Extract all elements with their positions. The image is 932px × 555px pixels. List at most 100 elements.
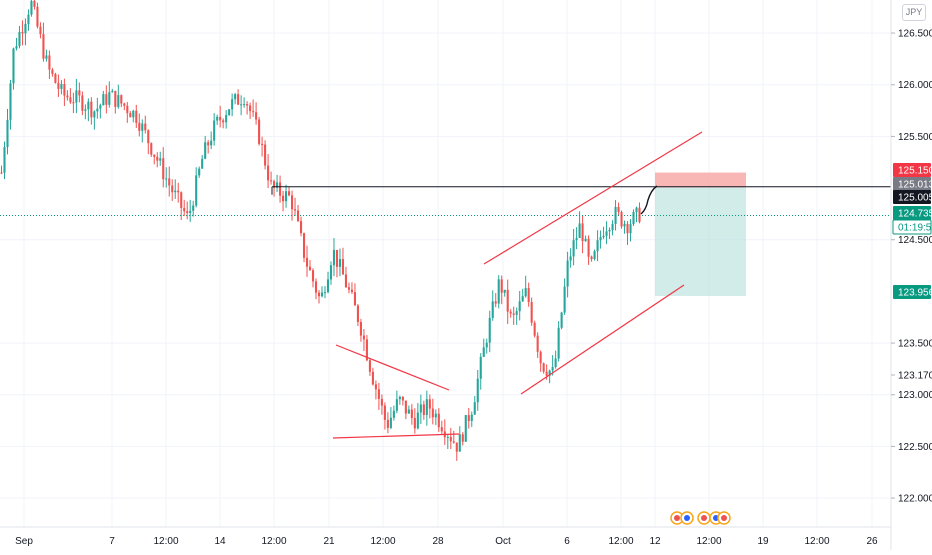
candle-up — [599, 237, 602, 241]
candle-down — [401, 396, 404, 401]
candle-up — [464, 415, 467, 442]
candle-up — [243, 104, 246, 106]
candle-up — [584, 238, 587, 242]
candle-up — [515, 311, 518, 315]
candle-up — [201, 158, 204, 169]
price-tick-label: 122.500 — [898, 442, 932, 453]
time-tick-label: 21 — [323, 536, 335, 547]
candle-down — [380, 398, 383, 406]
candle-up — [488, 317, 491, 343]
candle-down — [249, 105, 252, 112]
candle-down — [21, 32, 24, 34]
candle-down — [440, 427, 443, 432]
candle-down — [305, 257, 309, 267]
candle-up — [392, 410, 395, 418]
candle-down — [222, 120, 225, 123]
candle-down — [587, 238, 590, 257]
candle-down — [290, 195, 294, 210]
candle-down — [530, 302, 533, 323]
candle-down — [365, 339, 368, 361]
candle-down — [33, 0, 36, 7]
candle-up — [87, 101, 90, 110]
candle-down — [536, 335, 539, 352]
time-tick-label: 19 — [757, 536, 769, 547]
time-tick-label: 12:00 — [696, 536, 721, 547]
events — [670, 511, 731, 525]
candle-down — [135, 110, 138, 123]
candle-down — [533, 322, 536, 336]
candle-up — [285, 191, 288, 202]
candle-down — [147, 130, 150, 144]
candle-up — [338, 259, 342, 267]
candle-down — [377, 389, 380, 399]
time-tick-label: Sep — [15, 536, 33, 547]
candle-down — [335, 249, 339, 267]
candle-down — [36, 6, 39, 27]
candle-down — [246, 104, 249, 106]
candle-down — [302, 233, 306, 258]
candle-up — [416, 412, 419, 429]
time-tick-label: 12 — [649, 536, 661, 547]
candle-up — [165, 178, 168, 180]
time-tick-label: 28 — [432, 536, 444, 547]
candle-down — [590, 256, 593, 260]
candle-up — [635, 207, 638, 212]
candle-up — [521, 296, 524, 302]
currency-badge[interactable]: JPY — [902, 4, 926, 21]
candle-down — [638, 207, 641, 222]
candle-up — [15, 46, 18, 49]
candle-up — [60, 84, 63, 89]
candle-up — [569, 256, 572, 261]
candle-down — [129, 113, 132, 118]
candle-down — [311, 270, 315, 282]
candle-down — [431, 408, 434, 418]
price-tick-label: 126.500 — [898, 29, 932, 40]
candle-up — [398, 396, 401, 400]
candle-up — [204, 142, 207, 159]
candle-down — [512, 313, 515, 315]
price-tick-label: 123.500 — [898, 339, 932, 350]
price-label-box — [893, 163, 931, 177]
price-label-text: 124.735 — [898, 209, 932, 220]
candle-up — [482, 347, 485, 357]
candle-up — [195, 175, 198, 206]
candle-up — [485, 342, 488, 348]
candle-down — [207, 142, 210, 146]
candle-up — [6, 119, 9, 148]
candle-up — [24, 23, 27, 34]
candle-up — [563, 286, 566, 313]
candle-up — [419, 404, 422, 413]
candle-down — [356, 305, 359, 323]
candle-down — [54, 73, 57, 83]
trend-line — [332, 433, 460, 439]
candle-down — [72, 102, 75, 104]
candle-down — [273, 181, 276, 188]
candle-up — [605, 231, 608, 236]
candle-down — [267, 165, 270, 181]
candle-up — [596, 240, 599, 252]
candle-down — [150, 143, 153, 155]
candle-up — [225, 115, 228, 123]
candle-up — [479, 356, 482, 379]
candle-down — [341, 259, 345, 275]
candle-down — [171, 185, 174, 193]
candle-down — [344, 274, 348, 288]
candle-up — [611, 224, 614, 230]
candle-down — [461, 434, 464, 442]
time-tick-label: 6 — [564, 536, 570, 547]
candle-up — [572, 240, 575, 257]
candle-up — [132, 110, 135, 118]
candle-down — [308, 266, 312, 271]
candle-up — [407, 409, 410, 414]
candle-up — [210, 140, 213, 146]
candle-up — [518, 301, 521, 312]
candle-up — [329, 265, 333, 280]
candle-up — [117, 95, 120, 107]
candle-down — [219, 116, 222, 121]
candle-down — [359, 322, 362, 336]
candle-down — [299, 221, 303, 234]
candle-down — [42, 34, 45, 59]
price-tick-label: 125.500 — [898, 132, 932, 143]
